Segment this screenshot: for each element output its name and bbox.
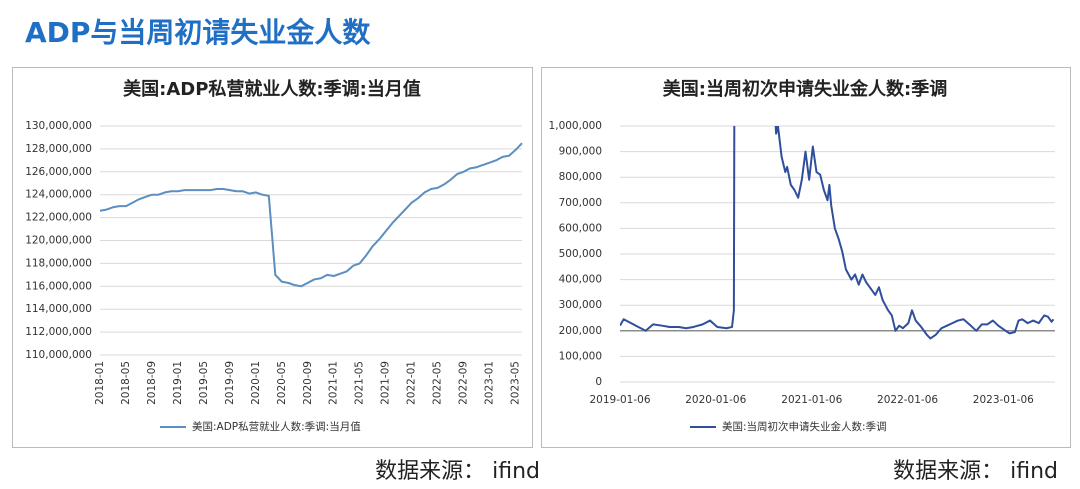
x-tick-label: 2022-01 xyxy=(406,361,418,405)
x-tick-label: 2021-01 xyxy=(328,361,340,405)
y-tick-label: 124,000,000 xyxy=(25,189,92,201)
y-tick-label: 0 xyxy=(595,376,602,388)
x-tick-label: 2022-05 xyxy=(432,361,444,405)
x-tick-label: 2023-01 xyxy=(484,361,496,405)
y-tick-label: 700,000 xyxy=(559,197,602,209)
x-tick-label: 2020-09 xyxy=(302,361,314,405)
data-line xyxy=(620,126,1055,340)
y-tick-label: 130,000,000 xyxy=(25,120,92,132)
x-tick-label: 2023-05 xyxy=(510,361,522,405)
source-note: 数据来源： ifind xyxy=(375,459,540,484)
y-tick-label: 900,000 xyxy=(559,146,602,158)
y-tick-label: 800,000 xyxy=(559,171,602,183)
y-tick-label: 1,000,000 xyxy=(549,120,602,132)
chart-title: 美国:ADP私营就业人数:季调:当月值 xyxy=(123,78,421,100)
chart-frame xyxy=(541,67,1071,448)
x-tick-label: 2020-01-06 xyxy=(685,394,746,406)
x-tick-label: 2018-05 xyxy=(120,361,132,405)
data-line xyxy=(99,142,523,288)
legend-label: 美国:当周初次申请失业金人数:季调 xyxy=(722,420,887,433)
x-tick-label: 2021-01-06 xyxy=(781,394,842,406)
chart-frame xyxy=(12,67,533,448)
x-tick-label: 2021-09 xyxy=(380,361,392,405)
page-title: ADP与当周初请失业金人数 xyxy=(25,16,371,49)
x-tick-label: 2018-09 xyxy=(146,361,158,405)
y-tick-label: 120,000,000 xyxy=(25,235,92,247)
y-tick-label: 300,000 xyxy=(559,299,602,311)
y-tick-label: 600,000 xyxy=(559,222,602,234)
x-tick-label: 2022-01-06 xyxy=(877,394,938,406)
y-tick-label: 500,000 xyxy=(559,248,602,260)
y-tick-label: 200,000 xyxy=(559,325,602,337)
y-tick-label: 110,000,000 xyxy=(25,349,92,361)
source-note: 数据来源： ifind xyxy=(893,459,1058,484)
x-tick-label: 2019-05 xyxy=(198,361,210,405)
x-tick-label: 2019-01 xyxy=(172,361,184,405)
x-tick-label: 2018-01 xyxy=(94,361,106,405)
chart-title: 美国:当周初次申请失业金人数:季调 xyxy=(663,78,947,100)
x-tick-label: 2019-09 xyxy=(224,361,236,405)
y-tick-label: 118,000,000 xyxy=(25,257,92,269)
y-tick-label: 114,000,000 xyxy=(25,303,92,315)
y-tick-label: 112,000,000 xyxy=(25,326,92,338)
x-tick-label: 2023-01-06 xyxy=(973,394,1034,406)
y-tick-label: 100,000 xyxy=(559,350,602,362)
y-tick-label: 128,000,000 xyxy=(25,143,92,155)
x-tick-label: 2022-09 xyxy=(458,361,470,405)
y-tick-label: 116,000,000 xyxy=(25,280,92,292)
x-tick-label: 2020-01 xyxy=(250,361,262,405)
y-tick-label: 400,000 xyxy=(559,274,602,286)
x-tick-label: 2021-05 xyxy=(354,361,366,405)
y-tick-label: 122,000,000 xyxy=(25,212,92,224)
y-tick-label: 126,000,000 xyxy=(25,166,92,178)
x-tick-label: 2020-05 xyxy=(276,361,288,405)
x-tick-label: 2019-01-06 xyxy=(589,394,650,406)
legend-label: 美国:ADP私营就业人数:季调:当月值 xyxy=(192,420,361,433)
